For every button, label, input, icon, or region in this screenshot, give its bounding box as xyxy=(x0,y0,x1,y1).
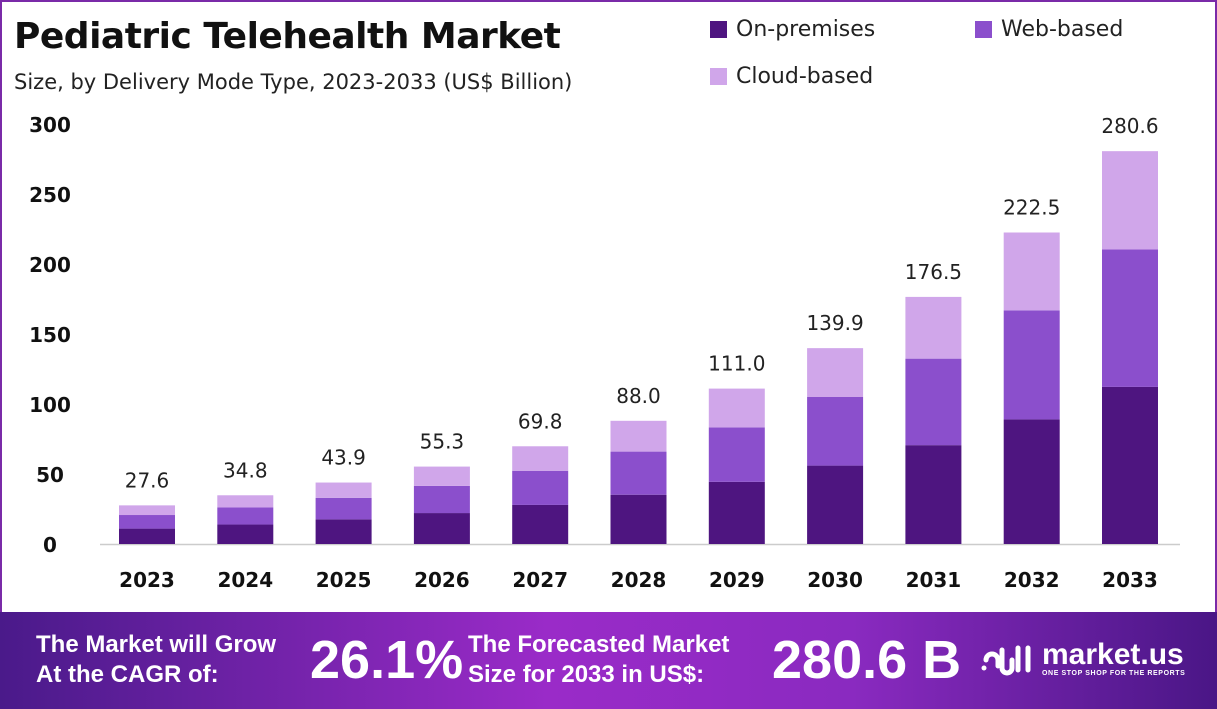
bar-on-premises-2029 xyxy=(708,481,765,544)
x-tick-label: 2026 xyxy=(414,568,470,592)
bar-cloud-based-2026 xyxy=(413,466,470,486)
forecast-text-line1: The Forecasted Market xyxy=(468,631,730,658)
legend-swatch xyxy=(710,68,727,85)
forecast-text-line2: Size for 2033 in US$: xyxy=(468,661,705,688)
x-tick-label: 2032 xyxy=(1004,568,1060,592)
bar-cloud-based-2023 xyxy=(119,505,175,516)
bar-web-based-2033 xyxy=(1102,249,1158,387)
y-tick-label: 200 xyxy=(29,253,71,277)
total-label-2030: 139.9 xyxy=(806,311,863,335)
chart-title: Pediatric Telehealth Market xyxy=(14,16,561,57)
bar-on-premises-2030 xyxy=(807,465,864,544)
bar-on-premises-2024 xyxy=(217,524,274,544)
bar-cloud-based-2030 xyxy=(807,348,864,397)
bar-web-based-2027 xyxy=(512,470,569,505)
y-tick-label: 150 xyxy=(29,323,71,347)
legend-label: Web-based xyxy=(1001,17,1124,42)
total-label-2032: 222.5 xyxy=(1003,196,1060,220)
bar-cloud-based-2025 xyxy=(315,482,372,498)
y-tick-label: 100 xyxy=(29,393,71,417)
total-label-2033: 280.6 xyxy=(1101,114,1158,138)
total-label-2024: 34.8 xyxy=(223,458,268,482)
total-label-2026: 55.3 xyxy=(420,430,465,454)
bar-web-based-2026 xyxy=(413,485,470,514)
x-tick-label: 2024 xyxy=(217,568,273,592)
bar-cloud-based-2029 xyxy=(708,388,765,428)
forecast-value: 280.6 B xyxy=(772,630,962,690)
total-label-2023: 27.6 xyxy=(125,468,170,492)
bar-web-based-2028 xyxy=(610,451,667,495)
total-label-2027: 69.8 xyxy=(518,409,563,433)
footer-banner: The Market will Grow At the CAGR of: 26.… xyxy=(0,612,1217,709)
cagr-label: The Market will Grow At the CAGR of: xyxy=(36,630,276,690)
bar-on-premises-2027 xyxy=(512,504,569,544)
x-tick-label: 2033 xyxy=(1102,568,1158,592)
total-label-2031: 176.5 xyxy=(905,260,962,284)
x-tick-label: 2027 xyxy=(512,568,568,592)
legend-label: Cloud-based xyxy=(736,64,874,89)
legend-swatch xyxy=(975,21,992,38)
bar-cloud-based-2028 xyxy=(610,420,667,452)
bar-on-premises-2025 xyxy=(315,519,372,544)
bar-web-based-2024 xyxy=(217,507,274,525)
x-tick-label: 2025 xyxy=(316,568,372,592)
chart-subtitle: Size, by Delivery Mode Type, 2023-2033 (… xyxy=(14,70,573,94)
x-tick-label: 2030 xyxy=(807,568,863,592)
total-label-2028: 88.0 xyxy=(616,384,661,408)
total-label-2029: 111.0 xyxy=(708,352,765,376)
bar-web-based-2029 xyxy=(708,427,765,482)
x-tick-label: 2023 xyxy=(119,568,175,592)
cagr-text-line1: The Market will Grow xyxy=(36,631,277,658)
y-tick-label: 250 xyxy=(29,183,71,207)
logo-tagline: ONE STOP SHOP FOR THE REPORTS xyxy=(1042,669,1186,677)
bar-on-premises-2023 xyxy=(119,528,175,544)
bar-web-based-2030 xyxy=(807,397,864,466)
y-tick-label: 300 xyxy=(29,113,71,137)
bar-cloud-based-2032 xyxy=(1003,232,1060,311)
legend-label: On-premises xyxy=(736,17,876,42)
legend-cloud-based: Cloud-based xyxy=(710,64,873,89)
legend-swatch xyxy=(710,21,727,38)
legend-on-premises: On-premises xyxy=(710,17,875,42)
bar-on-premises-2028 xyxy=(610,494,667,544)
x-tick-label: 2031 xyxy=(906,568,962,592)
y-tick-label: 50 xyxy=(36,463,64,487)
bar-web-based-2023 xyxy=(119,515,175,529)
bar-on-premises-2032 xyxy=(1003,419,1060,544)
stacked-bar-chart: 0 50 100 150 200 250 300 27.6 2023 34.8 2024 43.9 20… xyxy=(29,113,1180,592)
cagr-text-line2: At the CAGR of: xyxy=(36,661,219,688)
forecast-label: The Forecasted Market Size for 2033 in U… xyxy=(468,630,729,690)
logo-name: market.us xyxy=(1042,637,1184,671)
bar-on-premises-2033 xyxy=(1102,386,1158,544)
bar-on-premises-2026 xyxy=(413,513,470,544)
total-label-2025: 43.9 xyxy=(321,446,366,470)
x-tick-label: 2029 xyxy=(709,568,765,592)
bar-cloud-based-2033 xyxy=(1102,151,1158,250)
market-us-logo: market.us ONE STOP SHOP FOR THE REPORTS xyxy=(980,638,1185,678)
y-tick-label: 0 xyxy=(43,533,57,557)
bar-cloud-based-2024 xyxy=(217,495,274,508)
bar-web-based-2031 xyxy=(905,358,962,446)
bar-web-based-2025 xyxy=(315,497,372,520)
x-tick-label: 2028 xyxy=(611,568,667,592)
bar-on-premises-2031 xyxy=(905,445,962,544)
bar-cloud-based-2031 xyxy=(905,296,962,359)
bar-cloud-based-2027 xyxy=(512,446,569,471)
legend-web-based: Web-based xyxy=(975,17,1123,42)
market-us-logo-icon xyxy=(981,645,1031,676)
cagr-value: 26.1% xyxy=(310,630,464,690)
bar-web-based-2032 xyxy=(1003,310,1060,420)
